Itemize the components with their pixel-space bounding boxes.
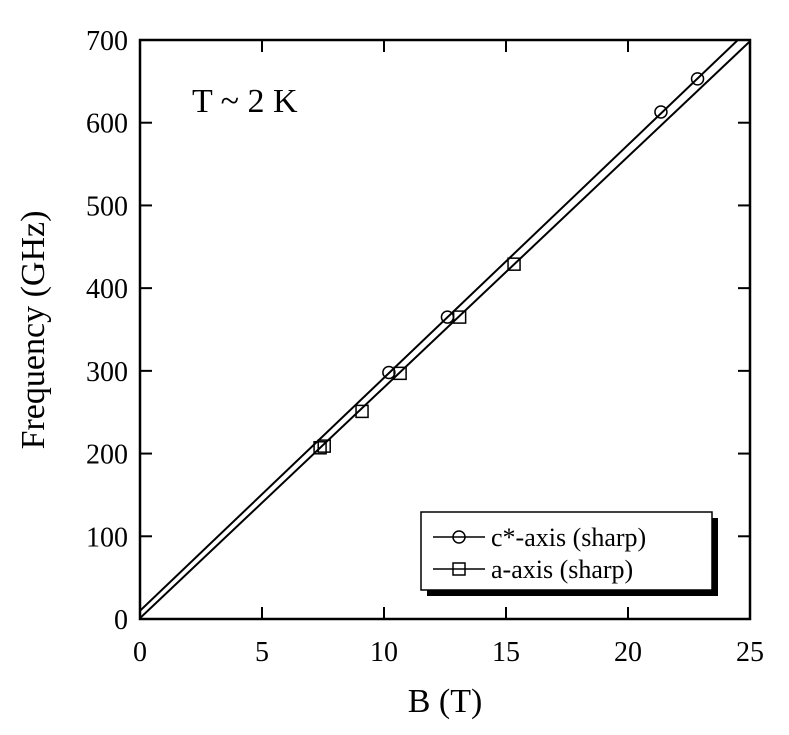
plot-frame xyxy=(138,38,752,621)
plot-area xyxy=(140,40,750,619)
y-tick-label: 500 xyxy=(86,191,128,222)
point xyxy=(393,366,407,381)
y-tick-label: 100 xyxy=(86,522,128,553)
legend-label: c*-axis (sharp) xyxy=(491,523,646,552)
point xyxy=(452,310,467,324)
point xyxy=(507,257,521,271)
point xyxy=(452,530,466,544)
point xyxy=(654,105,668,119)
y-tick-label: 200 xyxy=(86,440,128,471)
point xyxy=(690,72,705,86)
x-tick-label: 0 xyxy=(133,637,147,668)
x-axis-label: B (T) xyxy=(408,683,483,720)
legend xyxy=(420,511,713,591)
x-tick-label: 10 xyxy=(370,637,398,668)
y-tick-label: 700 xyxy=(86,26,128,57)
y-tick-label: 600 xyxy=(86,109,128,140)
y-tick-label: 0 xyxy=(114,605,128,636)
x-tick-label: 25 xyxy=(736,637,764,668)
point xyxy=(355,404,369,419)
y-tick-label: 300 xyxy=(86,357,128,388)
x-tick-label: 20 xyxy=(614,637,642,668)
x-tick-label: 15 xyxy=(492,637,520,668)
point xyxy=(317,439,331,453)
point xyxy=(452,562,466,576)
legend-label: a-axis (sharp) xyxy=(491,555,633,584)
x-tick-label: 5 xyxy=(255,637,269,668)
point xyxy=(313,441,327,455)
y-tick-label: 400 xyxy=(86,274,128,305)
fit-line xyxy=(140,40,750,619)
annotation: T ~ 2 K xyxy=(192,83,298,120)
fit-line xyxy=(140,40,740,612)
y-axis-label: Frequency (GHz) xyxy=(15,211,52,450)
point xyxy=(382,365,396,380)
